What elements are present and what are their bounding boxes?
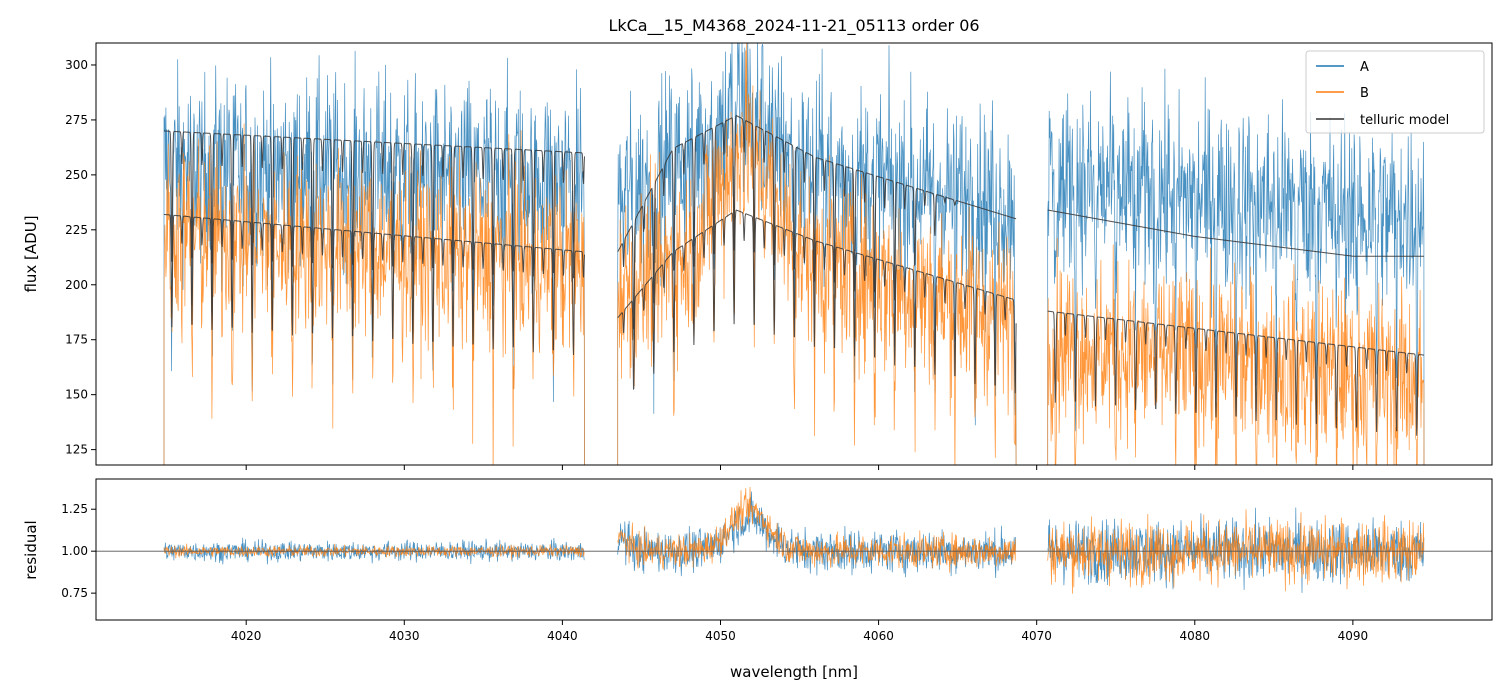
- residual-plot-frame: [95, 478, 1493, 621]
- y-axis-label-flux: flux [ADU]: [22, 215, 40, 292]
- telluric-model-b-segment-3: [1047, 310, 1424, 436]
- legend-label-a: A: [1360, 60, 1369, 75]
- telluric-model-a-segment-3: [1047, 209, 1424, 257]
- residual-b-segment-1: [163, 543, 585, 560]
- residual-y-tick-label-1: 1.00: [61, 544, 88, 558]
- series-b-segment-3: [1047, 237, 1425, 465]
- residual-plot: 4020 4030 4040 4050 4060 4070 4080 4090 0.75 1.0…: [22, 478, 1493, 681]
- legend: A B telluric model: [1305, 50, 1485, 134]
- residual-x-tick-label-4060: 4060: [863, 629, 894, 643]
- residual-b-segment-2: [617, 486, 1017, 573]
- flux-y-tick-label-275: 275: [65, 113, 88, 127]
- series-b-segment-2: [617, 43, 1017, 465]
- flux-y-tick-label-250: 250: [65, 168, 88, 182]
- flux-y-tick-label-150: 150: [65, 388, 88, 402]
- x-axis-label-wavelength: wavelength [nm]: [730, 663, 858, 681]
- telluric-model-a-segment-1: [164, 130, 585, 279]
- telluric-model-a-segment-2: [617, 114, 1017, 330]
- telluric-model-b-segment-2: [617, 209, 1017, 394]
- flux-y-tick-label-175: 175: [65, 333, 88, 347]
- residual-y-tick-label-1.25: 1.25: [61, 502, 88, 516]
- flux-y-tick-label-125: 125: [65, 443, 88, 457]
- legend-label-b: B: [1360, 86, 1369, 101]
- legend-box: [1305, 50, 1485, 134]
- flux-y-tick-label-225: 225: [65, 223, 88, 237]
- series-b-segment-1: [163, 123, 585, 465]
- chart-title: LkCa__15_M4368_2024-11-21_05113 order 06: [608, 16, 979, 36]
- residual-x-tick-label-4040: 4040: [547, 629, 578, 643]
- residual-y-tick-label-0.75: 0.75: [61, 586, 88, 600]
- flux-plot-frame: [95, 42, 1493, 466]
- residual-x-tick-label-4050: 4050: [705, 629, 736, 643]
- flux-y-tick-label-300: 300: [65, 58, 88, 72]
- residual-x-tick-label-4070: 4070: [1021, 629, 1052, 643]
- residual-b-segment-3: [1047, 509, 1425, 594]
- y-axis-label-residual: residual: [22, 520, 40, 579]
- residual-x-tick-label-4020: 4020: [231, 629, 262, 643]
- legend-label-telluric: telluric model: [1360, 113, 1449, 128]
- telluric-model-b-segment-1: [163, 213, 585, 356]
- flux-y-tick-label-200: 200: [65, 278, 88, 292]
- residual-x-tick-label-4080: 4080: [1180, 629, 1211, 643]
- residual-x-tick-label-4030: 4030: [389, 629, 420, 643]
- flux-plot: 125 150 175 200 225 250 275 300 flux [ADU]: [22, 42, 1493, 470]
- residual-x-tick-label-4090: 4090: [1338, 629, 1369, 643]
